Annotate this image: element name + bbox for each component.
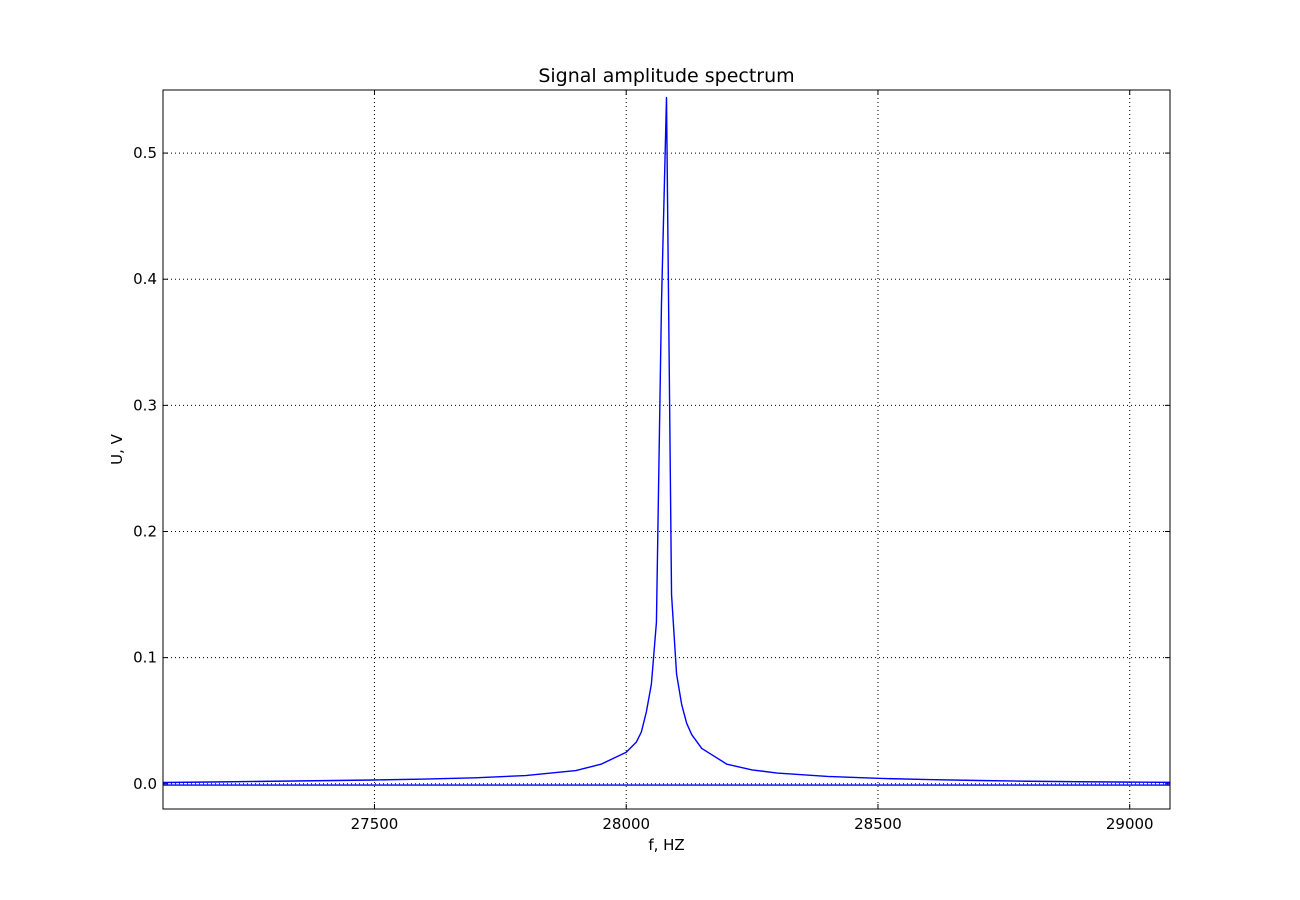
series-group: [162, 96, 1171, 786]
y-axis-title: U, V: [108, 433, 126, 465]
tick-labels: 27500 28000 28500 29000 0.0 0.1 0.2 0.3 0.4 0.5: [133, 144, 1153, 833]
x-tick-label: 29000: [1106, 815, 1154, 833]
y-tick-label: 0.5: [133, 144, 157, 162]
y-tick-label: 0.1: [133, 649, 157, 667]
spectrum-line: [162, 96, 1171, 784]
x-tick-label: 28500: [854, 815, 902, 833]
y-tick-label: 0.4: [133, 270, 157, 288]
plot-area-frame: [162, 89, 1171, 810]
y-tick-label: 0.2: [133, 522, 157, 540]
tick-marks: [163, 90, 1170, 809]
y-tick-label: 0.0: [133, 775, 157, 793]
x-axis-title: f, HZ: [648, 836, 684, 854]
y-tick-label: 0.3: [133, 396, 157, 414]
chart-title: Signal amplitude spectrum: [538, 65, 794, 87]
x-tick-label: 28000: [602, 815, 650, 833]
x-tick-label: 27500: [351, 815, 399, 833]
